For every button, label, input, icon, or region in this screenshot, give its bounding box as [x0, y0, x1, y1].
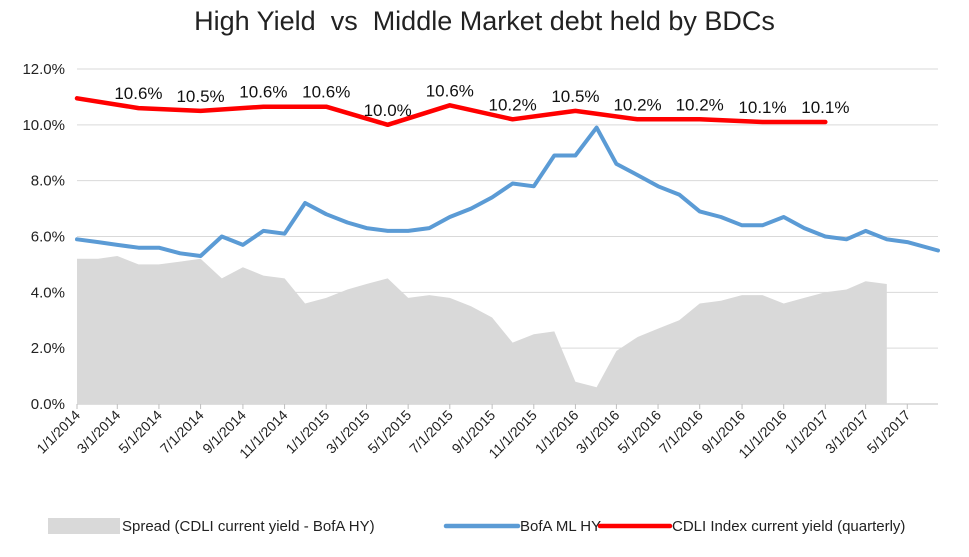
data-label: 10.6%: [426, 81, 474, 100]
series-layer: [74, 96, 940, 404]
x-tick-label: 5/1/2015: [364, 407, 414, 457]
x-tick-label: 7/1/2015: [406, 407, 456, 457]
chart-title: High Yield vs Middle Market debt held by…: [194, 6, 775, 36]
x-tick-label: 1/1/2017: [782, 407, 832, 457]
bofa-hy-line: [75, 125, 940, 258]
legend-label: BofA ML HY: [520, 518, 601, 535]
spread-area: [77, 256, 887, 404]
legend-label: Spread (CDLI current yield - BofA HY): [122, 518, 375, 535]
y-tick-label: 0.0%: [31, 396, 65, 413]
x-tick-label: 7/1/2014: [157, 407, 207, 457]
y-tick-label: 10.0%: [22, 117, 65, 134]
x-tick-label: 1/1/2016: [532, 407, 582, 457]
data-label: 10.0%: [364, 101, 412, 120]
data-label: 10.1%: [801, 98, 849, 117]
data-label: 10.6%: [114, 84, 162, 103]
data-label: 10.5%: [551, 87, 599, 106]
data-label: 10.2%: [613, 95, 661, 114]
legend-swatch: [48, 518, 120, 534]
y-tick-label: 8.0%: [31, 173, 65, 190]
x-tick-label: 5/1/2014: [115, 407, 165, 457]
x-tick-label: 7/1/2016: [656, 407, 706, 457]
legend: Spread (CDLI current yield - BofA HY) Bof…: [48, 518, 905, 535]
legend-label: CDLI Index current yield (quarterly): [672, 518, 905, 535]
x-tick-label: 1/1/2014: [33, 407, 83, 457]
y-axis-ticks: 0.0% 2.0% 4.0% 6.0% 8.0% 10.0% 12.0%: [22, 61, 65, 413]
data-label: 10.6%: [239, 83, 287, 102]
x-tick-label: 3/1/2016: [573, 407, 623, 457]
data-label: 10.6%: [302, 83, 350, 102]
data-label: 10.2%: [676, 95, 724, 114]
data-label: 10.2%: [489, 95, 537, 114]
data-labels: 10.6% 10.5% 10.6% 10.6% 10.0% 10.6% 10.2% 10.5%…: [114, 81, 849, 120]
x-axis-ticks: 1/1/20143/1/20145/1/20147/1/20149/1/2014…: [33, 404, 914, 461]
y-tick-label: 12.0%: [22, 61, 65, 78]
data-label: 10.1%: [738, 98, 786, 117]
x-tick-label: 3/1/2017: [822, 407, 872, 457]
x-tick-label: 5/1/2016: [614, 407, 664, 457]
x-tick-label: 1/1/2015: [282, 407, 332, 457]
x-tick-label: 3/1/2014: [74, 407, 124, 457]
x-tick-label: 5/1/2017: [864, 407, 914, 457]
y-tick-label: 2.0%: [31, 340, 65, 357]
data-label: 10.5%: [176, 87, 224, 106]
y-tick-label: 4.0%: [31, 284, 65, 301]
y-tick-label: 6.0%: [31, 229, 65, 246]
x-tick-label: 3/1/2015: [323, 407, 373, 457]
